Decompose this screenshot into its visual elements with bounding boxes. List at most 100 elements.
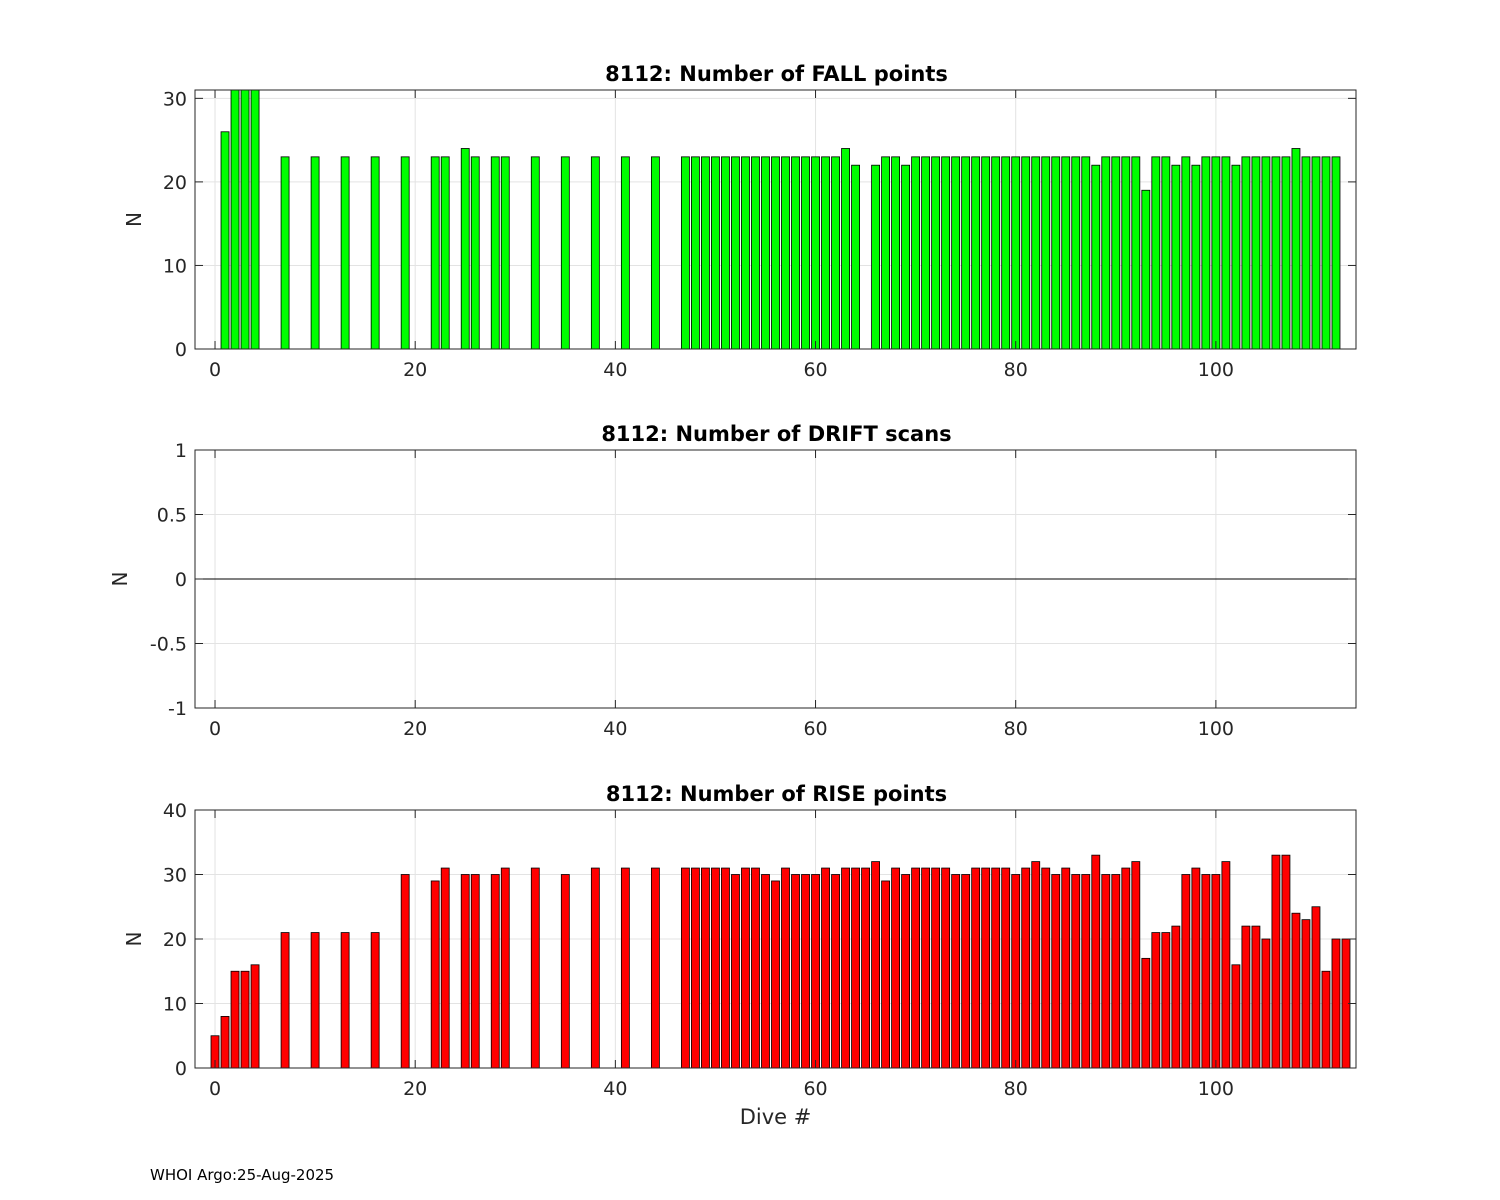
x-tick-label: 40 — [603, 359, 627, 381]
x-tick-label: 100 — [1198, 718, 1234, 740]
bar — [1251, 156, 1261, 349]
y-tick-label: 20 — [163, 929, 187, 951]
bar — [1061, 867, 1071, 1068]
x-tick-label: 20 — [403, 359, 427, 381]
bar — [1021, 867, 1031, 1068]
bar — [1081, 874, 1091, 1068]
y-axis-label: N — [122, 212, 146, 227]
bar — [1241, 925, 1251, 1068]
bar — [811, 156, 820, 349]
bar — [460, 874, 470, 1068]
bar — [240, 90, 250, 349]
bar — [1171, 164, 1181, 349]
bar — [1271, 854, 1281, 1068]
bar — [841, 148, 850, 349]
bar — [1101, 874, 1111, 1068]
bar — [220, 1016, 230, 1068]
bar — [1231, 964, 1241, 1068]
bar — [280, 932, 290, 1068]
bar — [1201, 156, 1211, 349]
bar — [861, 867, 870, 1068]
bar — [831, 874, 840, 1068]
chart-title: 8112: Number of RISE points — [606, 782, 947, 806]
chart-title: 8112: Number of DRIFT scans — [601, 422, 951, 446]
bar — [1061, 156, 1071, 349]
y-tick-label: 1 — [175, 440, 187, 462]
bar — [310, 156, 320, 349]
bar — [560, 874, 570, 1068]
bar — [1051, 874, 1061, 1068]
bar — [841, 867, 850, 1068]
y-tick-label: 0.5 — [157, 505, 187, 527]
bar — [1211, 874, 1221, 1068]
x-tick-label: 80 — [1004, 359, 1028, 381]
bar — [871, 164, 880, 349]
bar — [1201, 874, 1211, 1068]
bar — [891, 867, 901, 1068]
bar — [1011, 156, 1021, 349]
bar — [1011, 874, 1021, 1068]
bar — [1261, 938, 1271, 1068]
y-tick-label: 0 — [175, 1058, 187, 1080]
bar — [1031, 861, 1041, 1068]
bar — [530, 867, 540, 1068]
bar — [711, 156, 720, 349]
bar — [951, 874, 961, 1068]
bar — [1151, 156, 1161, 349]
bar — [1111, 156, 1121, 349]
bar — [210, 1035, 220, 1068]
bar — [781, 867, 790, 1068]
bar — [230, 970, 240, 1068]
x-tick-label: 0 — [209, 718, 221, 740]
bar — [801, 156, 810, 349]
bar — [250, 90, 260, 349]
bar — [620, 156, 630, 349]
bar — [1311, 906, 1321, 1068]
bar — [500, 867, 510, 1068]
bar — [961, 874, 971, 1068]
y-axis-label: N — [108, 572, 132, 587]
chart-panel-2: 0 20 40 60 80 100 -1 -0.5 0 0.5 1 8112: Number of D… — [108, 422, 1357, 740]
bar — [240, 970, 250, 1068]
bar — [891, 156, 901, 349]
y-tick-label: 10 — [163, 255, 187, 277]
bar — [851, 867, 860, 1068]
bar — [971, 867, 981, 1068]
bar — [1261, 156, 1271, 349]
bar — [1121, 867, 1131, 1068]
bar — [1241, 156, 1251, 349]
bar — [941, 867, 951, 1068]
y-tick-label: 0 — [175, 569, 187, 591]
bar — [1301, 919, 1311, 1068]
bar — [440, 156, 450, 349]
bar — [400, 874, 410, 1068]
bar — [1161, 156, 1171, 349]
bar — [681, 156, 690, 349]
bar — [1171, 925, 1181, 1068]
x-tick-label: 60 — [803, 718, 827, 740]
bar — [1231, 164, 1241, 349]
bar — [931, 156, 941, 349]
bar — [681, 867, 690, 1068]
bar — [961, 156, 971, 349]
bar — [1191, 867, 1201, 1068]
bar — [921, 867, 931, 1068]
bar — [230, 90, 240, 349]
bar — [1311, 156, 1321, 349]
bar — [1041, 156, 1051, 349]
bar — [1221, 156, 1231, 349]
bar — [280, 156, 290, 349]
bar — [1221, 861, 1231, 1068]
x-tick-label: 80 — [1004, 1078, 1028, 1100]
bar — [751, 867, 760, 1068]
bar — [781, 156, 790, 349]
bar — [1101, 156, 1111, 349]
bar — [220, 131, 230, 349]
bar — [731, 156, 740, 349]
bar — [1131, 861, 1141, 1068]
bar — [821, 156, 830, 349]
y-tick-label: -0.5 — [150, 634, 187, 656]
bar — [340, 156, 350, 349]
y-tick-label: 30 — [163, 865, 187, 887]
x-axis-label: Dive # — [740, 1105, 812, 1129]
